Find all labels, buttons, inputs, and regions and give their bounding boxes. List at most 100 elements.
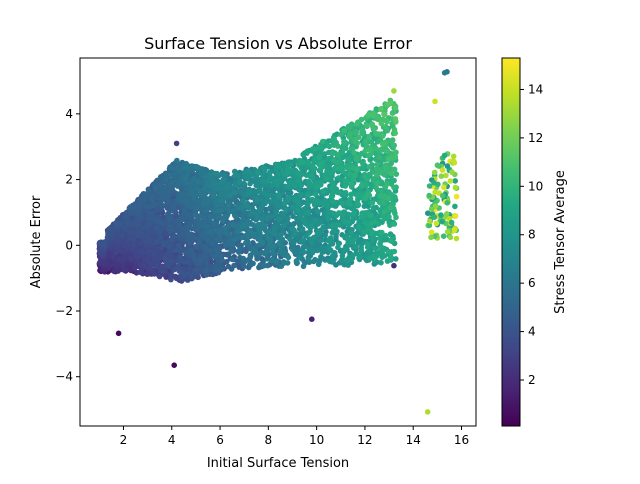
data-point [180,192,186,198]
data-point [379,229,385,236]
data-point [282,171,289,177]
data-point [183,174,190,180]
data-point [134,253,140,259]
data-point [232,213,239,219]
data-point [193,243,199,250]
data-point [364,210,370,216]
data-point [168,257,174,264]
data-point [370,236,376,242]
data-point [181,210,187,217]
data-point [242,246,248,253]
data-point [334,152,341,158]
data-point [264,197,271,204]
data-point [240,197,246,204]
data-point [315,229,321,235]
data-point [325,215,332,221]
data-point [188,274,194,280]
data-point [176,222,182,228]
data-point [214,266,221,273]
data-point [254,168,261,175]
data-point [308,223,315,229]
data-point [353,243,359,249]
data-point [278,176,284,183]
data-point [158,225,164,232]
data-point [346,201,353,208]
data-point [239,234,245,241]
data-point [215,202,221,209]
data-point [151,252,158,258]
data-point [185,211,192,218]
data-point [254,255,260,262]
data-point [171,266,177,273]
data-point [199,233,206,240]
data-point [162,255,168,262]
data-point [222,230,229,236]
data-point [223,258,230,265]
data-point [165,199,171,205]
data-point [342,178,348,184]
data-point [335,244,341,251]
data-point [250,210,257,217]
data-point [232,182,239,188]
data-point [96,239,103,246]
data-point [243,175,250,181]
data-point [267,192,274,199]
data-point [260,190,267,196]
data-point [328,247,334,254]
data-point [305,209,312,216]
data-point [137,204,143,211]
data-point [192,212,198,218]
data-point [363,182,369,188]
data-point [318,255,325,261]
data-point [361,203,368,209]
data-point [308,218,314,225]
data-point [143,203,149,209]
data-point [159,263,166,270]
data-point [136,196,143,202]
data-point [285,183,292,190]
data-point [299,227,306,233]
data-point [312,191,319,198]
data-point [331,136,338,143]
data-point [287,190,294,196]
data-point [145,249,151,255]
data-point [386,214,392,220]
data-point [240,255,247,262]
data-point [345,262,352,268]
data-point [141,263,148,269]
data-point [210,193,217,200]
data-point [376,199,383,206]
data-point [129,229,136,235]
data-point [203,229,210,236]
data-point [329,185,335,191]
data-point [161,240,167,246]
data-point [242,185,248,192]
data-point [195,197,201,204]
data-point [329,259,336,265]
data-point [273,178,279,184]
data-point [135,229,142,235]
data-point [305,196,311,202]
data-point [319,237,325,243]
data-point [355,224,362,230]
data-point [195,204,201,210]
data-point [285,254,292,261]
data-point [229,256,236,263]
data-point [246,189,252,195]
data-point [358,247,365,254]
data-point [347,171,353,177]
data-point [219,191,226,198]
data-point [345,156,351,163]
data-point [128,256,134,262]
data-point [195,217,202,224]
data-point [336,210,342,216]
data-point [304,192,311,198]
data-point [289,246,296,253]
data-point [343,257,350,263]
data-point [318,144,324,150]
data-point [182,180,188,187]
data-point [342,190,348,197]
data-point [329,193,336,199]
data-point [270,250,276,256]
data-point [315,261,322,268]
